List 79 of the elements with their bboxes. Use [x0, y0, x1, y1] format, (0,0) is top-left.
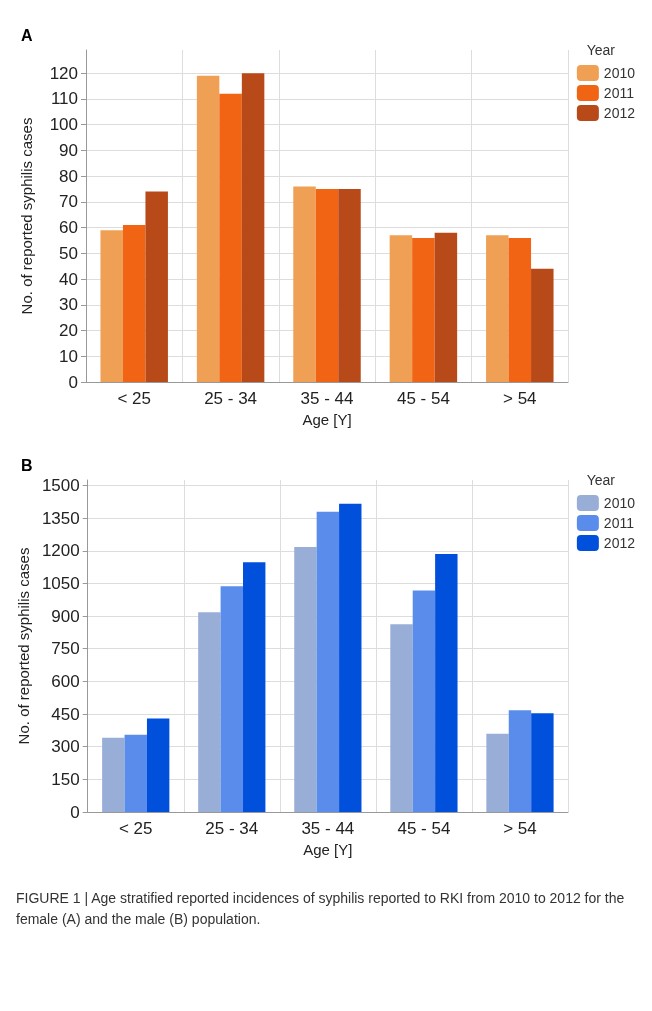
bar: [508, 237, 532, 382]
bar: [339, 503, 362, 812]
bar: [146, 718, 170, 812]
y-tick-label: 750: [51, 639, 80, 659]
bar: [390, 624, 413, 812]
y-tick-label: 900: [51, 606, 80, 626]
y-tick-label: 1500: [41, 475, 80, 495]
bar: [338, 188, 361, 382]
x-tick-label: 45 - 54: [397, 819, 451, 838]
y-tick-label: 100: [49, 115, 78, 135]
bar: [145, 191, 168, 382]
bar: [434, 232, 458, 382]
x-axis-title: Age [Y]: [303, 841, 353, 858]
y-tick-label: 0: [68, 372, 78, 392]
bar: [486, 733, 509, 812]
y-tick-label: 10: [59, 346, 78, 366]
y-tick-label: 30: [59, 295, 78, 315]
y-tick-label: 0: [70, 802, 80, 822]
bar: [219, 93, 242, 382]
bar: [412, 237, 435, 382]
y-tick-label: 60: [59, 218, 78, 238]
y-tick-label: 450: [51, 704, 80, 724]
y-tick-label: 1200: [41, 541, 80, 561]
y-tick-label: 120: [49, 63, 78, 83]
y-tick-label: 50: [59, 243, 78, 263]
chart-title: A: [21, 26, 33, 44]
x-axis-title: Age [Y]: [302, 411, 352, 428]
legend-label: 2010: [603, 495, 636, 511]
y-tick-label: 110: [50, 89, 78, 109]
y-tick-label: 150: [51, 769, 80, 789]
y-axis-title: No. of reported syphilis cases: [15, 547, 32, 745]
y-tick-label: 80: [59, 166, 78, 186]
bar: [531, 713, 554, 812]
legend-label: 2012: [603, 105, 636, 121]
x-tick-label: < 25: [118, 819, 153, 838]
x-tick-label: < 25: [117, 389, 151, 408]
legend-title: Year: [586, 472, 616, 488]
x-tick-label: > 54: [503, 389, 537, 408]
y-tick-label: 1050: [41, 573, 80, 593]
y-tick-label: 90: [59, 140, 78, 160]
bar: [294, 547, 317, 812]
legend-label: 2011: [603, 85, 635, 101]
bar: [196, 75, 220, 382]
y-tick-label: 300: [51, 737, 80, 757]
y-axis-title: No. of reported syphilis cases: [18, 117, 35, 315]
bar: [122, 225, 146, 382]
x-tick-label: 25 - 34: [204, 389, 258, 408]
x-tick-label: 35 - 44: [301, 819, 355, 838]
bar: [124, 734, 147, 812]
bar: [316, 511, 340, 812]
x-tick-label: 25 - 34: [205, 819, 259, 838]
y-tick-label: 600: [51, 671, 80, 691]
y-tick-label: 1350: [41, 508, 80, 528]
bar: [100, 230, 123, 382]
y-tick-label: 40: [59, 269, 78, 289]
bar: [102, 737, 125, 812]
chart-title: B: [21, 456, 33, 474]
bar: [412, 590, 436, 812]
bar: [220, 586, 244, 812]
bar: [486, 235, 509, 382]
bar: [243, 562, 266, 812]
bar: [435, 554, 458, 812]
legend-label: 2011: [603, 515, 635, 531]
legend-label: 2012: [603, 535, 636, 551]
caption: FIGURE 1 | Age stratified reported incidences of syphilis reported to RKI from 2010 to 2012 for the female (A) and the male (B) population.: [16, 889, 626, 929]
bar: [508, 710, 532, 812]
bar: [531, 268, 554, 382]
legend-label: 2010: [603, 65, 636, 81]
y-tick-label: 70: [59, 192, 78, 212]
bar: [315, 188, 339, 382]
y-tick-label: 20: [59, 321, 78, 341]
x-tick-label: > 54: [503, 819, 537, 838]
bar: [389, 235, 413, 382]
bar: [198, 612, 221, 812]
bar: [241, 73, 265, 382]
x-tick-label: 45 - 54: [396, 389, 450, 408]
bar: [293, 186, 316, 382]
legend-title: Year: [586, 42, 616, 58]
x-tick-label: 35 - 44: [300, 389, 354, 408]
